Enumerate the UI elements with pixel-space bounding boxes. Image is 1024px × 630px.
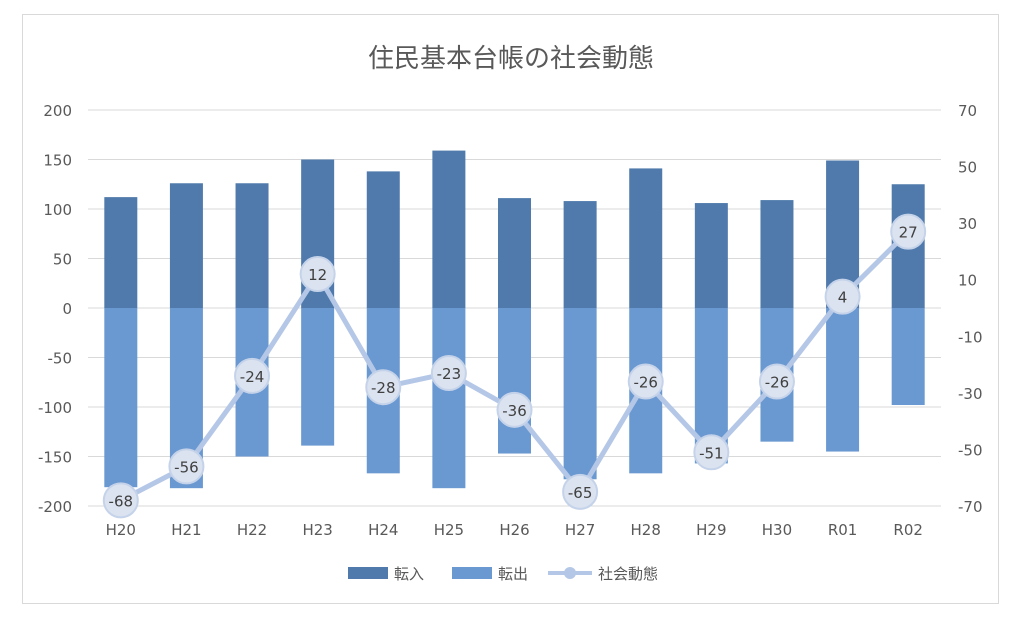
bar-転入 <box>432 150 466 308</box>
legend-label: 転出 <box>498 565 528 583</box>
line-marker <box>627 363 664 400</box>
gridlines <box>88 109 941 507</box>
line-marker <box>299 256 336 293</box>
x-axis-tick-label: H30 <box>762 521 792 539</box>
bar-転出 <box>563 308 597 480</box>
line-marker <box>234 357 271 394</box>
chart-title: 住民基本台帳の社会動態 <box>368 44 654 74</box>
x-axis-tick-label: H27 <box>565 521 595 539</box>
left-axis-tick-label: -50 <box>48 350 73 368</box>
x-axis-tick-label: H22 <box>237 521 267 539</box>
left-axis-tick-label: 50 <box>53 251 72 269</box>
line-marker <box>693 434 730 471</box>
legend-swatch <box>348 567 388 579</box>
right-axis-tick-label: -10 <box>958 328 983 346</box>
x-axis-tick-label: H28 <box>631 521 661 539</box>
data-label: -68 <box>109 492 134 510</box>
legend-label: 社会動態 <box>598 565 658 583</box>
legend-marker <box>564 567 576 579</box>
bar-転出 <box>104 308 138 488</box>
data-label: -65 <box>568 484 593 502</box>
bar-転入 <box>104 197 138 308</box>
x-axis-tick-label: H29 <box>696 521 726 539</box>
line-marker <box>102 482 139 519</box>
data-label: -23 <box>437 365 462 383</box>
bar-転出 <box>891 308 925 406</box>
legend: 転入 転出 社会動態 <box>348 565 658 583</box>
line-marker <box>824 278 861 315</box>
bar-転入 <box>694 203 728 308</box>
data-label: -24 <box>240 368 265 386</box>
x-axis-tick-label: R01 <box>828 521 858 539</box>
data-label: -28 <box>371 379 396 397</box>
data-label: 4 <box>838 289 848 307</box>
x-axis-tick-label: H20 <box>106 521 136 539</box>
data-label: 12 <box>308 266 327 284</box>
bar-転入 <box>629 168 663 308</box>
bar-転出 <box>498 308 531 454</box>
data-label: -36 <box>502 402 527 420</box>
bar-転入 <box>235 183 269 308</box>
x-axis-tick-label: H21 <box>171 521 201 539</box>
bar-転入 <box>366 171 400 308</box>
legend-label: 転入 <box>394 565 424 583</box>
right-axis-tick-label: -50 <box>958 441 983 459</box>
legend-swatch <box>452 567 492 579</box>
left-axis-tick-label: 100 <box>43 201 72 219</box>
line-series: -68 -56 -24 12 -28 -23 -36 -65 -26 -51 -26 4 27 <box>102 213 927 519</box>
right-axis-tick-label: 30 <box>958 215 977 233</box>
data-label: 27 <box>899 224 918 242</box>
bars <box>104 150 925 489</box>
bar-転入 <box>760 200 794 308</box>
bar-転出 <box>432 308 466 489</box>
right-axis-tick-label: -30 <box>958 385 983 403</box>
x-axis-tick-label: H23 <box>302 521 332 539</box>
x-axis-tick-label: R02 <box>893 521 923 539</box>
line-marker <box>496 391 533 428</box>
right-axis-tick-label: -70 <box>958 498 983 516</box>
left-axis-tick-label: -200 <box>38 498 72 516</box>
left-axis-tick-label: 150 <box>43 152 72 170</box>
line-marker <box>890 213 927 250</box>
right-axis-tick-label: 70 <box>958 102 977 120</box>
line-marker <box>430 355 467 392</box>
left-axis-tick-label: 200 <box>43 102 72 120</box>
x-axis-tick-label: H25 <box>434 521 464 539</box>
chart-frame <box>22 14 999 604</box>
data-label: -56 <box>174 458 199 476</box>
data-label: -26 <box>633 374 658 392</box>
left-axis-tick-label: -100 <box>38 399 72 417</box>
left-axis-tick-label: 0 <box>62 300 72 318</box>
bar-転出 <box>301 308 335 446</box>
data-label: -26 <box>765 374 790 392</box>
data-label: -51 <box>699 444 724 462</box>
x-axis-tick-label: H24 <box>368 521 398 539</box>
line-marker <box>562 473 599 510</box>
line-marker <box>365 369 402 406</box>
bar-転入 <box>563 201 597 308</box>
line-marker <box>168 448 205 485</box>
left-axis-tick-label: -150 <box>38 449 72 467</box>
axes: 200 150 100 50 0 -50 -100 -150 -200 70 50 30 10 -10 -3… <box>38 102 983 539</box>
bar-転出 <box>826 308 860 452</box>
right-axis-tick-label: 10 <box>958 272 977 290</box>
right-axis-tick-label: 50 <box>958 159 977 177</box>
x-axis-tick-label: H26 <box>499 521 529 539</box>
bar-転入 <box>169 183 203 308</box>
line-marker <box>758 363 795 400</box>
bar-転入 <box>498 198 531 308</box>
